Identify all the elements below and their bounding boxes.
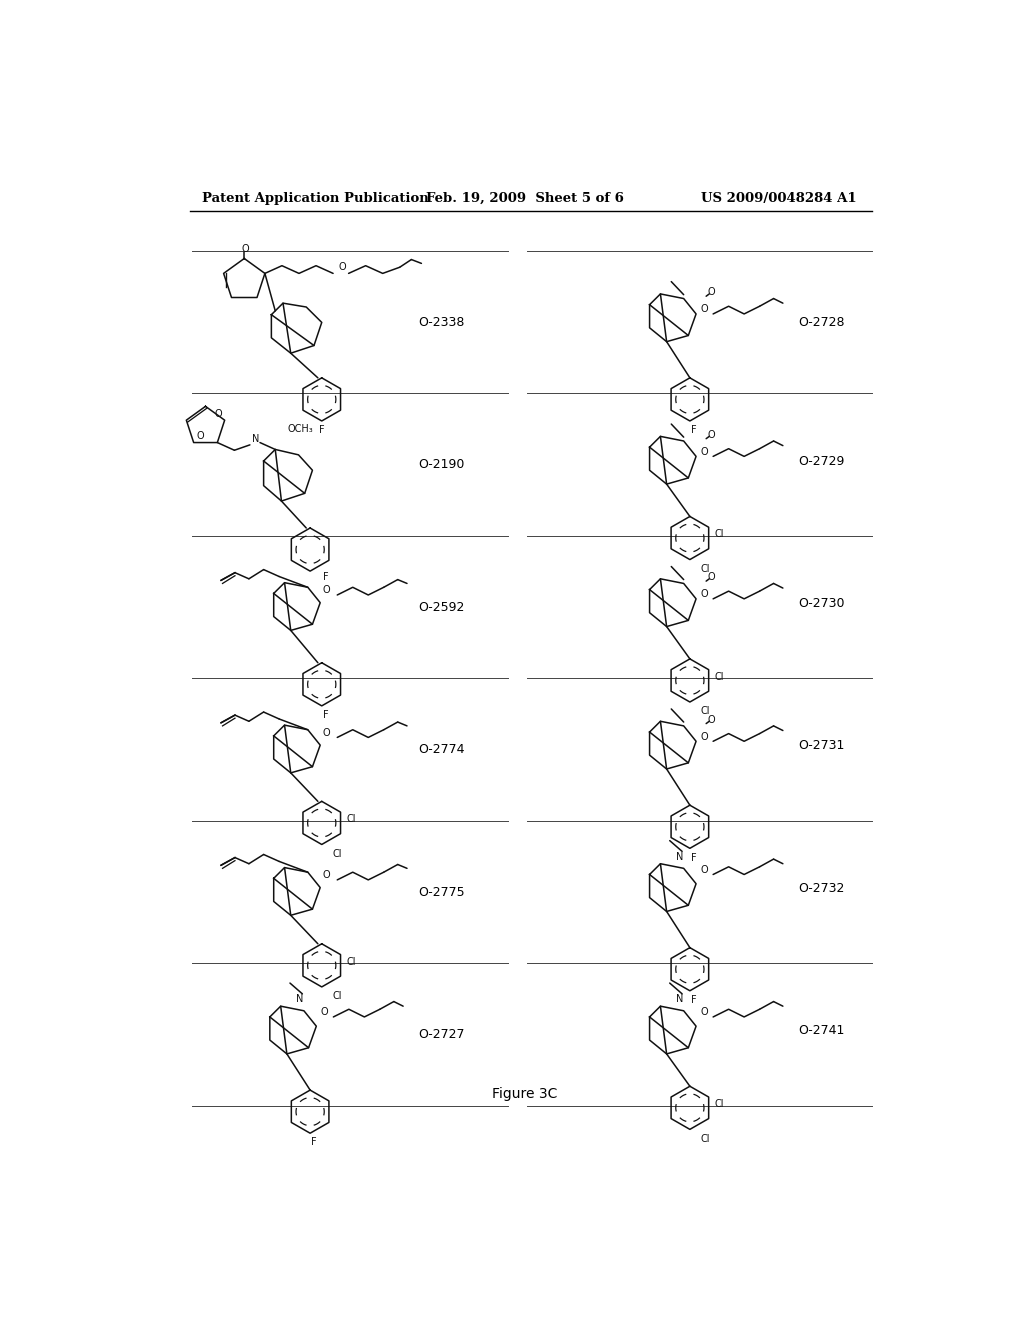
Text: N: N (676, 851, 683, 862)
Text: O: O (708, 573, 716, 582)
Text: Feb. 19, 2009  Sheet 5 of 6: Feb. 19, 2009 Sheet 5 of 6 (426, 191, 624, 205)
Text: O-2592: O-2592 (419, 601, 465, 614)
Text: O: O (339, 263, 346, 272)
Text: US 2009/0048284 A1: US 2009/0048284 A1 (700, 191, 856, 205)
Text: OCH₃: OCH₃ (287, 424, 313, 434)
Text: F: F (311, 1138, 316, 1147)
Text: O: O (196, 432, 204, 441)
Text: N: N (676, 994, 683, 1005)
Text: O: O (700, 865, 708, 875)
Text: O-2741: O-2741 (799, 1024, 845, 1038)
Text: O: O (708, 714, 716, 725)
Text: O: O (708, 288, 716, 297)
Text: O-2732: O-2732 (799, 882, 845, 895)
Text: Cl: Cl (715, 672, 724, 681)
Text: O: O (700, 305, 708, 314)
Text: O-2728: O-2728 (799, 315, 845, 329)
Text: O: O (700, 1007, 708, 1018)
Text: Cl: Cl (715, 1100, 724, 1109)
Text: F: F (323, 710, 329, 721)
Text: Patent Application Publication: Patent Application Publication (202, 191, 428, 205)
Text: Cl: Cl (333, 849, 342, 859)
Text: O-2727: O-2727 (419, 1028, 465, 1041)
Text: O: O (323, 727, 330, 738)
Text: O: O (708, 430, 716, 440)
Text: N: N (252, 434, 260, 444)
Text: F: F (323, 572, 329, 582)
Text: F: F (691, 425, 696, 436)
Text: O: O (321, 1007, 328, 1018)
Text: Cl: Cl (333, 991, 342, 1001)
Text: O: O (323, 585, 330, 595)
Text: O-2729: O-2729 (799, 454, 845, 467)
Text: Cl: Cl (700, 1134, 710, 1143)
Text: O: O (700, 446, 708, 457)
Text: O: O (700, 589, 708, 599)
Text: O: O (323, 870, 330, 880)
Text: F: F (691, 853, 696, 862)
Text: Cl: Cl (700, 564, 710, 574)
Text: Cl: Cl (346, 814, 356, 824)
Text: O-2731: O-2731 (799, 739, 845, 752)
Text: O-2774: O-2774 (419, 743, 465, 756)
Text: Cl: Cl (715, 529, 724, 539)
Text: O-2730: O-2730 (799, 597, 845, 610)
Text: F: F (318, 425, 325, 436)
Text: O-2190: O-2190 (419, 458, 465, 471)
Text: F: F (691, 995, 696, 1005)
Text: O-2775: O-2775 (419, 886, 465, 899)
Text: O-2338: O-2338 (419, 315, 465, 329)
Text: Figure 3C: Figure 3C (493, 1086, 557, 1101)
Text: N: N (296, 994, 304, 1005)
Text: O: O (215, 409, 222, 418)
Text: Cl: Cl (700, 706, 710, 717)
Text: O: O (700, 731, 708, 742)
Text: Cl: Cl (346, 957, 356, 966)
Text: O: O (242, 244, 250, 255)
